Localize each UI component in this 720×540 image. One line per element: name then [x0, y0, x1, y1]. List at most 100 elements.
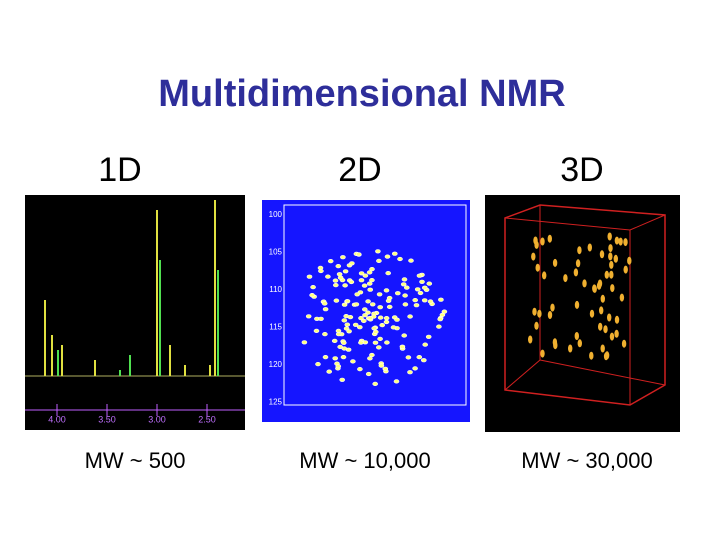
peak — [542, 271, 547, 280]
peak — [367, 287, 374, 292]
peak — [604, 270, 609, 279]
peak — [603, 325, 608, 334]
peak — [386, 304, 393, 310]
peak — [589, 351, 594, 360]
peak — [614, 329, 619, 338]
peak — [344, 299, 351, 304]
peak — [344, 322, 351, 327]
peak — [577, 339, 582, 348]
peak — [340, 355, 347, 360]
peak — [589, 309, 595, 318]
peak — [327, 259, 334, 264]
peak — [365, 371, 372, 377]
peak — [402, 302, 409, 307]
peak — [535, 263, 540, 272]
peak — [340, 255, 346, 260]
peak — [394, 291, 401, 296]
peak — [342, 283, 348, 288]
peak — [600, 294, 605, 303]
peak — [405, 355, 412, 360]
peak — [372, 340, 379, 345]
peak — [394, 317, 400, 322]
peak — [416, 355, 423, 360]
spectrum-3d — [485, 195, 680, 432]
peak — [331, 338, 338, 344]
peak — [318, 316, 324, 321]
peak — [383, 319, 390, 325]
peak — [362, 273, 369, 278]
peak — [421, 285, 428, 290]
peak — [383, 288, 390, 293]
peak — [577, 246, 582, 255]
tick-label: 3.00 — [148, 414, 166, 424]
peak — [322, 332, 328, 337]
peak — [321, 301, 328, 306]
tick-label: 120 — [269, 360, 283, 369]
peak — [609, 332, 615, 341]
peak — [574, 300, 580, 309]
peak — [534, 321, 539, 330]
peak — [608, 252, 613, 261]
peak — [385, 271, 392, 276]
peak — [301, 340, 308, 345]
tick-label: 3.50 — [98, 414, 116, 424]
peak — [540, 349, 545, 358]
peak — [621, 339, 627, 348]
peak — [393, 379, 400, 384]
peak — [412, 298, 419, 303]
peak — [397, 256, 403, 262]
caption: MW ~ 30,000 — [521, 448, 652, 473]
peak — [376, 292, 383, 297]
tick-label: 115 — [269, 323, 282, 332]
spectrum-2d: 100 105 110 115 120 125 — [262, 200, 470, 422]
peak — [438, 297, 444, 302]
peak — [534, 240, 539, 249]
peak — [528, 335, 533, 344]
peak — [582, 279, 587, 288]
peak — [608, 244, 613, 253]
peak — [309, 293, 315, 298]
peak — [407, 370, 413, 375]
peak — [366, 281, 373, 286]
peak — [318, 268, 324, 274]
peak — [346, 329, 352, 334]
title: Multidimensional NMR — [158, 73, 565, 115]
peak — [341, 318, 348, 323]
peak — [333, 298, 340, 303]
peak — [547, 311, 553, 319]
peak — [376, 258, 382, 264]
peak — [369, 302, 376, 307]
peak — [378, 363, 385, 368]
peak — [315, 362, 321, 367]
tick-label: 2.50 — [198, 414, 216, 424]
peak — [553, 341, 558, 350]
peak — [531, 252, 536, 261]
peak — [322, 307, 329, 312]
peak — [332, 278, 339, 283]
peak — [377, 336, 383, 342]
peak — [375, 249, 381, 254]
peak — [377, 305, 384, 310]
peak — [342, 269, 349, 274]
peak — [313, 328, 320, 334]
peak — [603, 352, 609, 361]
peak — [627, 256, 632, 265]
peak — [306, 274, 313, 279]
peak — [574, 332, 579, 340]
peak — [414, 287, 421, 292]
peak — [390, 325, 397, 330]
peak — [403, 285, 410, 290]
peak — [422, 342, 429, 347]
peak — [384, 254, 391, 259]
peak — [618, 237, 623, 246]
peak — [348, 279, 355, 285]
tick-label: 105 — [269, 248, 283, 257]
peak — [362, 313, 368, 318]
peak — [335, 264, 342, 269]
peak — [427, 299, 434, 304]
peak — [337, 275, 344, 280]
peak — [412, 366, 418, 371]
peak — [540, 237, 545, 246]
peak — [336, 272, 343, 277]
